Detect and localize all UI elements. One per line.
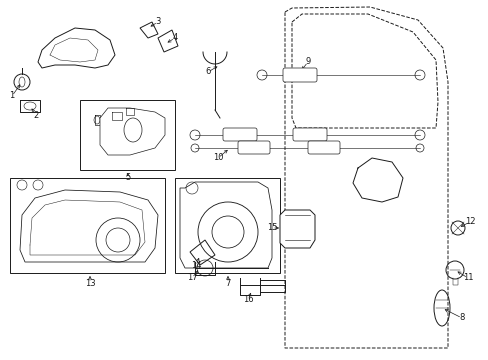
- Polygon shape: [158, 30, 178, 52]
- Text: 1: 1: [9, 91, 15, 100]
- Bar: [80, 100, 175, 170]
- Text: 9: 9: [305, 58, 310, 67]
- FancyBboxPatch shape: [283, 68, 316, 82]
- Polygon shape: [280, 210, 314, 248]
- FancyBboxPatch shape: [292, 128, 326, 141]
- Text: 17: 17: [186, 274, 197, 283]
- Text: 14: 14: [190, 261, 201, 270]
- Polygon shape: [20, 190, 158, 262]
- FancyBboxPatch shape: [238, 141, 269, 154]
- Text: 16: 16: [242, 296, 253, 305]
- Text: 10: 10: [212, 153, 223, 162]
- Text: 4: 4: [172, 33, 177, 42]
- FancyBboxPatch shape: [223, 128, 257, 141]
- Polygon shape: [140, 22, 158, 38]
- Text: 6: 6: [205, 68, 210, 77]
- Text: 5: 5: [125, 174, 130, 183]
- Text: 13: 13: [84, 279, 95, 288]
- Polygon shape: [30, 200, 145, 255]
- Polygon shape: [190, 240, 215, 265]
- Polygon shape: [100, 108, 164, 155]
- Text: 7: 7: [225, 279, 230, 288]
- Text: 2: 2: [33, 111, 39, 120]
- Text: 12: 12: [464, 217, 474, 226]
- Text: 8: 8: [458, 314, 464, 323]
- Text: 11: 11: [462, 274, 472, 283]
- Polygon shape: [38, 28, 115, 68]
- Polygon shape: [180, 182, 271, 268]
- Bar: [175, 178, 280, 273]
- Polygon shape: [50, 38, 98, 62]
- FancyBboxPatch shape: [307, 141, 339, 154]
- Bar: [10, 178, 164, 273]
- Text: 3: 3: [155, 18, 161, 27]
- Text: 15: 15: [266, 224, 277, 233]
